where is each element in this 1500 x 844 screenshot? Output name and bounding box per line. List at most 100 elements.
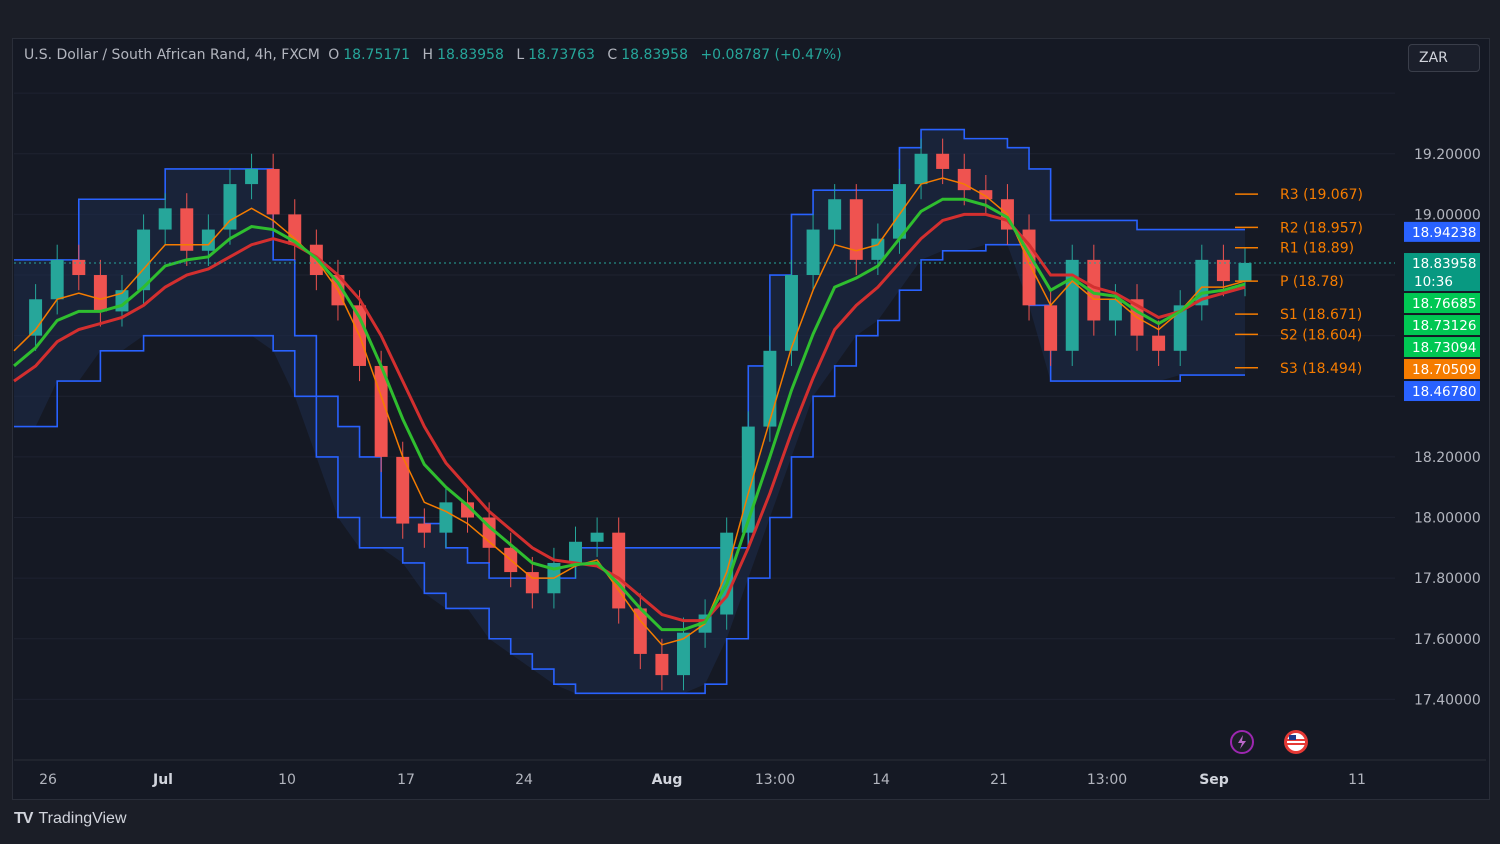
tradingview-logo[interactable]: TV TradingView bbox=[14, 810, 127, 828]
candle-body bbox=[1216, 259, 1230, 282]
price-tag-time: 10:36 bbox=[1414, 274, 1453, 290]
price-tag-label: 18.70509 bbox=[1412, 362, 1476, 378]
price-tag-label: 18.73126 bbox=[1412, 318, 1476, 334]
open-label: O bbox=[328, 47, 340, 63]
high-value: 18.83958 bbox=[437, 47, 504, 63]
close-label: C bbox=[607, 47, 618, 63]
candle-body bbox=[1152, 335, 1166, 351]
pivot-label: R2 (18.957) bbox=[1280, 220, 1363, 236]
candle-body bbox=[677, 632, 690, 676]
candle-body bbox=[201, 229, 215, 251]
candle-body bbox=[137, 229, 151, 291]
candle-body bbox=[979, 190, 993, 200]
brand-label: TradingView bbox=[38, 810, 127, 827]
x-tick-label: 11 bbox=[1348, 772, 1366, 788]
candle-body bbox=[1065, 259, 1079, 351]
candle-body bbox=[223, 184, 237, 230]
candle-body bbox=[849, 199, 863, 260]
candle-body bbox=[828, 199, 842, 230]
candle-body bbox=[461, 502, 475, 518]
x-tick-label: 13:00 bbox=[755, 772, 795, 788]
x-tick-label: 17 bbox=[397, 772, 415, 788]
price-tag bbox=[1404, 293, 1480, 314]
ma-green-line bbox=[13, 197, 1246, 632]
pivot-label: S2 (18.604) bbox=[1280, 327, 1362, 343]
candle-body bbox=[655, 653, 669, 676]
candle-body bbox=[245, 168, 259, 185]
price-tag bbox=[1404, 381, 1480, 402]
candle-body bbox=[892, 184, 906, 239]
candle-body bbox=[806, 229, 820, 276]
pivot-label: S1 (18.671) bbox=[1280, 307, 1362, 323]
channel-lower-line bbox=[14, 243, 1245, 695]
candle-body bbox=[590, 532, 604, 542]
y-tick-label: 17.40000 bbox=[1414, 692, 1481, 708]
candle-body bbox=[871, 238, 885, 260]
candle-body bbox=[1044, 305, 1058, 351]
candle-body bbox=[1173, 305, 1187, 351]
candle-body bbox=[1087, 259, 1101, 321]
price-tag-label: 18.94238 bbox=[1412, 225, 1476, 241]
price-tag bbox=[1404, 253, 1480, 292]
pivot-label: R1 (18.89) bbox=[1280, 241, 1354, 257]
channel-upper-line bbox=[14, 128, 1245, 579]
x-tick-label: Jul bbox=[152, 772, 173, 788]
y-tick-label: 18.00000 bbox=[1414, 511, 1481, 527]
low-value: 18.73763 bbox=[528, 47, 595, 63]
candle-body bbox=[417, 523, 431, 533]
channel-fill bbox=[14, 129, 1245, 694]
pivot-label: P (18.78) bbox=[1280, 274, 1344, 290]
price-tag bbox=[1404, 359, 1480, 380]
us-flag-icon[interactable] bbox=[1284, 730, 1308, 754]
price-tag bbox=[1404, 315, 1480, 336]
price-tag bbox=[1404, 337, 1480, 358]
price-tag-label: 18.83958 bbox=[1412, 256, 1476, 272]
candle-body bbox=[29, 299, 43, 336]
change-value: +0.08787 (+0.47%) bbox=[700, 47, 842, 63]
symbol-title[interactable]: U.S. Dollar / South African Rand, 4h, FX… bbox=[24, 47, 320, 63]
x-tick-label: Aug bbox=[652, 772, 683, 788]
pivot-label: S3 (18.494) bbox=[1280, 361, 1362, 377]
candle-body bbox=[1108, 299, 1122, 321]
price-tag-label: 18.46780 bbox=[1412, 384, 1476, 400]
close-value: 18.83958 bbox=[621, 47, 688, 63]
candle-body bbox=[525, 572, 539, 594]
y-tick-label: 19.20000 bbox=[1414, 147, 1481, 163]
candle-body bbox=[93, 275, 107, 312]
candle-body bbox=[569, 541, 582, 563]
ma-orange-line bbox=[13, 177, 1246, 646]
x-tick-label: 13:00 bbox=[1087, 772, 1127, 788]
y-tick-label: 17.80000 bbox=[1414, 571, 1481, 587]
candle-body bbox=[180, 208, 194, 251]
candle-body bbox=[266, 168, 280, 215]
x-tick-label: 14 bbox=[872, 772, 890, 788]
price-tag-label: 18.76685 bbox=[1412, 296, 1476, 312]
y-tick-label: 17.60000 bbox=[1414, 632, 1481, 648]
candle-body bbox=[288, 214, 302, 245]
low-label: L bbox=[516, 47, 525, 63]
x-tick-label: 10 bbox=[278, 772, 296, 788]
x-tick-label: 21 bbox=[990, 772, 1008, 788]
lightning-icon[interactable] bbox=[1230, 730, 1254, 754]
symbol-header: U.S. Dollar / South African Rand, 4h, FX… bbox=[24, 47, 846, 63]
currency-button[interactable]: ZAR bbox=[1408, 44, 1480, 72]
candle-body bbox=[633, 608, 647, 654]
candle-body bbox=[72, 259, 86, 276]
candle-body bbox=[1238, 262, 1252, 282]
candle-body bbox=[50, 259, 64, 300]
candle-body bbox=[763, 350, 777, 427]
candle-body bbox=[158, 208, 172, 230]
x-tick-label: 26 bbox=[39, 772, 57, 788]
x-tick-label: 24 bbox=[515, 772, 533, 788]
candle-body bbox=[914, 153, 928, 185]
tradingview-logo-icon: TV bbox=[14, 810, 33, 827]
candle-body bbox=[936, 153, 950, 169]
candle-body bbox=[396, 456, 410, 524]
pivot-label: R3 (19.067) bbox=[1280, 187, 1363, 203]
price-tag bbox=[1404, 221, 1480, 242]
x-tick-label: Sep bbox=[1199, 772, 1229, 788]
price-tag-label: 18.73094 bbox=[1412, 340, 1476, 356]
candle-body bbox=[784, 275, 798, 351]
open-value: 18.75171 bbox=[343, 47, 411, 63]
